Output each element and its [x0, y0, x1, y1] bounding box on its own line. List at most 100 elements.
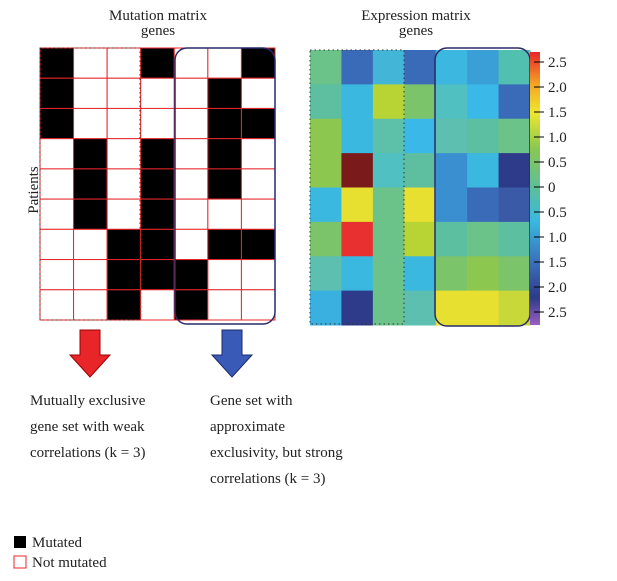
mutation-cell	[207, 259, 242, 291]
matrix-title: Expression matrix	[361, 8, 471, 24]
expression-cell	[341, 50, 374, 85]
expression-cell	[341, 256, 374, 292]
expression-cell	[435, 221, 468, 257]
caption: approximate	[210, 419, 285, 435]
mutation-cell	[240, 198, 276, 230]
expression-cell	[310, 221, 342, 257]
colorbar-label: 0.5	[548, 155, 567, 171]
mutation-cell	[106, 107, 142, 140]
mutation-cell	[73, 259, 108, 291]
colorbar-label: 1.0	[548, 230, 567, 246]
mutation-cell	[140, 168, 175, 200]
mutation-cell	[39, 47, 75, 79]
mutation-cell	[73, 107, 108, 140]
mutation-cell	[140, 289, 175, 321]
mutation-cell	[106, 259, 142, 291]
expression-cell	[372, 84, 405, 120]
mutation-cell	[240, 259, 276, 291]
mutation-cell	[207, 47, 242, 79]
mutation-cell	[207, 168, 242, 200]
mutation-cell	[73, 168, 108, 200]
mutation-cell	[173, 198, 209, 230]
mutation-cell	[140, 47, 175, 79]
mutation-cell	[39, 77, 75, 109]
mutation-cell	[39, 138, 75, 170]
expression-cell	[467, 153, 500, 188]
blue-arrow	[210, 329, 254, 378]
mutation-cell	[207, 77, 242, 109]
y-label: Patients	[26, 166, 42, 214]
expression-cell	[435, 187, 468, 223]
expression-cell	[467, 84, 500, 120]
expression-cell	[310, 50, 342, 85]
matrix-title: genes	[399, 23, 433, 39]
colorbar-label: 2.5	[548, 305, 567, 321]
mutation-cell	[140, 228, 175, 261]
expression-cell	[310, 187, 342, 223]
expression-cell	[435, 290, 468, 326]
mutation-cell	[73, 198, 108, 230]
mutation-cell	[39, 228, 75, 261]
caption: correlations (k = 3)	[30, 445, 146, 461]
expression-cell	[404, 290, 437, 326]
mutation-cell	[173, 259, 209, 291]
expression-cell	[341, 187, 374, 223]
caption: Gene set with	[210, 393, 293, 409]
mutation-cell	[240, 77, 276, 109]
expression-cell	[404, 84, 437, 120]
expression-cell	[498, 256, 531, 292]
mutation-cell	[39, 289, 75, 321]
mutation-cell	[73, 47, 108, 79]
expression-cell	[467, 187, 500, 223]
expression-cell	[467, 290, 500, 326]
expression-cell	[404, 187, 437, 223]
expression-cell	[341, 84, 374, 120]
mutation-cell	[39, 198, 75, 230]
mutation-cell	[106, 198, 142, 230]
mutation-cell	[173, 107, 209, 140]
mutation-cell	[106, 168, 142, 200]
expression-cell	[372, 187, 405, 223]
mutation-cell	[173, 138, 209, 170]
colorbar-label: 2.0	[548, 280, 567, 296]
expression-cell	[372, 256, 405, 292]
colorbar-label: 0.5	[548, 205, 567, 221]
mutation-matrix	[39, 47, 276, 321]
dotted-box	[39, 47, 141, 321]
legend-swatch	[14, 536, 26, 548]
mutation-cell	[106, 228, 142, 261]
mutation-cell	[140, 107, 175, 140]
mutation-cell	[39, 259, 75, 291]
red-arrow	[68, 329, 112, 378]
expression-cell	[498, 153, 531, 188]
expression-cell	[404, 256, 437, 292]
mutation-cell	[73, 228, 108, 261]
matrix-title: genes	[141, 23, 175, 39]
expression-cell	[498, 84, 531, 120]
expression-cell	[341, 153, 374, 188]
colorbar-label: 1.5	[548, 255, 567, 271]
colorbar	[530, 52, 540, 325]
expression-cell	[467, 256, 500, 292]
mutation-cell	[73, 138, 108, 170]
expression-cell	[404, 50, 437, 85]
mutation-cell	[173, 47, 209, 79]
expression-cell	[310, 84, 342, 120]
mutation-cell	[240, 47, 276, 79]
expression-cell	[372, 221, 405, 257]
expression-cell	[435, 256, 468, 292]
mutation-cell	[173, 289, 209, 321]
mutation-cell	[140, 138, 175, 170]
expression-cell	[372, 290, 405, 326]
mutation-cell	[39, 107, 75, 140]
mutation-cell	[173, 77, 209, 109]
mutation-cell	[207, 138, 242, 170]
dotted-box	[309, 49, 405, 325]
expression-cell	[498, 290, 531, 326]
expression-cell	[404, 153, 437, 188]
expression-cell	[372, 50, 405, 85]
mutation-cell	[240, 138, 276, 170]
expression-cell	[498, 118, 531, 154]
mutation-cell	[140, 77, 175, 109]
mutation-cell	[173, 228, 209, 261]
